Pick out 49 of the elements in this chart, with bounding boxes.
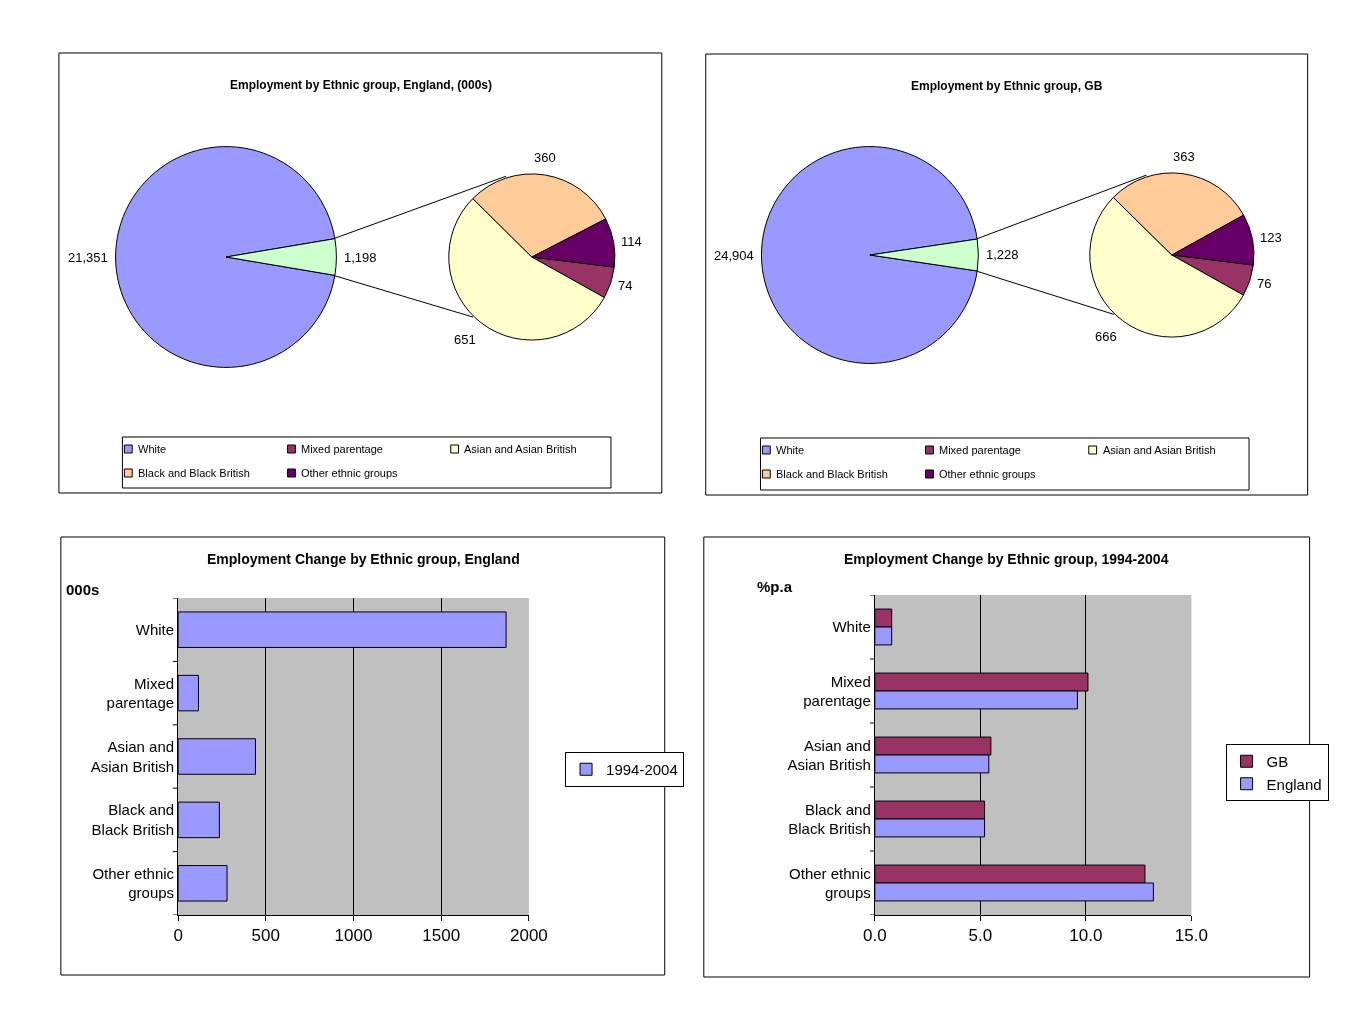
y-tick-label: White: [135, 620, 175, 638]
legend-label: Mixed parentage: [939, 444, 1021, 456]
legend-label: England: [1266, 775, 1322, 793]
y-tick-label: Black and Black British: [91, 801, 175, 838]
chart-title: Employment by Ethnic group, England, (000s): [230, 78, 493, 92]
data-label: 76: [1257, 276, 1272, 291]
x-tick-label: 2000: [509, 926, 548, 946]
data-label: 666: [1095, 329, 1117, 344]
y-axis-title: 000s: [66, 581, 100, 598]
legend-label: Other ethnic groups: [301, 467, 399, 479]
y-tick-label: Asian and Asian British: [787, 736, 871, 773]
legend-label: White: [138, 443, 167, 455]
data-label: 360: [534, 150, 556, 165]
legend-label: Asian and Asian British: [1103, 444, 1216, 456]
data-label: 24,904: [714, 248, 754, 263]
x-tick-label: 5.0: [968, 926, 993, 946]
legend-label: 1994-2004: [606, 761, 678, 779]
legend-label: Other ethnic groups: [939, 468, 1037, 480]
data-label: 651: [454, 332, 476, 347]
y-tick-label: Mixed parentage: [803, 672, 871, 709]
x-tick-label: 0: [173, 926, 183, 946]
legend-label: Asian and Asian British: [464, 443, 577, 455]
data-label: 74: [618, 278, 633, 293]
x-tick-label: 1000: [334, 926, 373, 946]
y-tick-label: Other ethnic groups: [789, 864, 872, 901]
chart-title: Employment Change by Ethnic group, 1994-2004: [844, 551, 1169, 567]
y-tick-label: White: [832, 618, 871, 636]
y-tick-label: Asian and Asian British: [90, 738, 175, 775]
chart-title: Employment by Ethnic group, GB: [911, 79, 1103, 93]
data-label: 21,351: [68, 250, 108, 265]
x-tick-label: 15.0: [1174, 926, 1208, 946]
y-tick-label: Mixed parentage: [106, 674, 175, 712]
legend-label: White: [776, 444, 805, 456]
chart-title: Employment Change by Ethnic group, England: [207, 551, 520, 567]
data-label: 1,198: [344, 250, 377, 265]
x-tick-label: 500: [251, 926, 280, 946]
x-tick-label: 0.0: [862, 926, 887, 946]
data-label: 1,228: [986, 247, 1019, 262]
y-tick-label: Black and Black British: [788, 800, 871, 837]
y-axis-title: %p.a: [757, 578, 793, 595]
legend-label: GB: [1266, 753, 1289, 771]
legend-label: Black and Black British: [138, 467, 250, 479]
data-label: 123: [1260, 230, 1282, 245]
data-label: 363: [1173, 149, 1195, 164]
y-tick-label: Other ethnic groups: [92, 864, 175, 902]
data-label: 114: [621, 234, 642, 249]
legend-label: Mixed parentage: [301, 443, 383, 455]
x-tick-label: 1500: [422, 926, 461, 946]
x-tick-label: 10.0: [1069, 926, 1103, 946]
